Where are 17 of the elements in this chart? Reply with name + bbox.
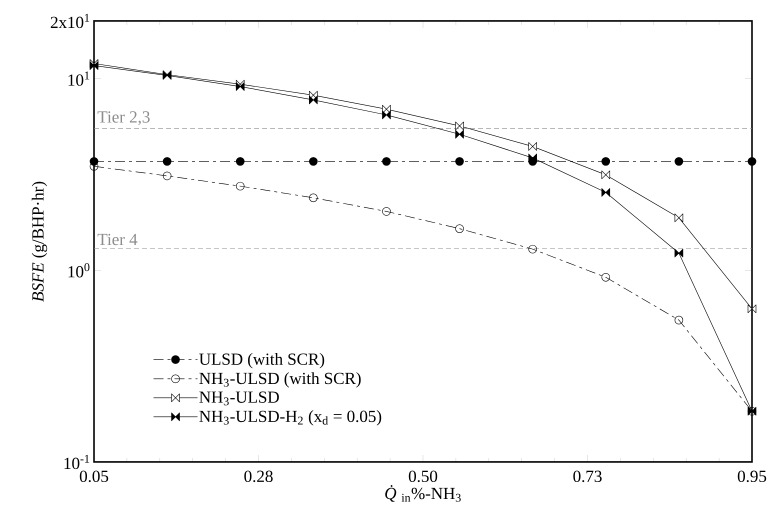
legend-label: NH$_{3}$-ULSD bbox=[199, 391, 279, 406]
x-axis-title: Q̇$_{in}$%-NH$_{3}$ bbox=[385, 485, 461, 502]
legend-label: NH$_{3}$-ULSD-H$_{2}$ (x$_{d}$ = 0.05) bbox=[199, 410, 382, 426]
y-tick-label: 2x10$^{1}$ bbox=[50, 14, 90, 28]
x-tick-label: 0.73 bbox=[573, 470, 602, 482]
ref-line-label: Tier 4 bbox=[98, 234, 138, 246]
y-tick-label: 10$^{1}$ bbox=[68, 72, 90, 86]
y-tick-label: 10$^{0}$ bbox=[68, 263, 90, 278]
legend-label: NH$_{3}$-ULSD (with SCR) bbox=[199, 372, 361, 388]
legend-label: ULSD (with SCR) bbox=[199, 352, 324, 368]
x-tick-label: 0.50 bbox=[408, 470, 438, 482]
y-tick-label: 10$^{-1}$ bbox=[64, 454, 90, 470]
ref-line-label: Tier 2,3 bbox=[98, 111, 150, 126]
x-tick-label: 0.28 bbox=[244, 470, 273, 482]
x-tick-label: 0.95 bbox=[738, 470, 766, 482]
x-tick-label: 0.05 bbox=[80, 470, 108, 482]
y-axis-title: BSFE (g/BHP·hr) bbox=[32, 182, 48, 302]
